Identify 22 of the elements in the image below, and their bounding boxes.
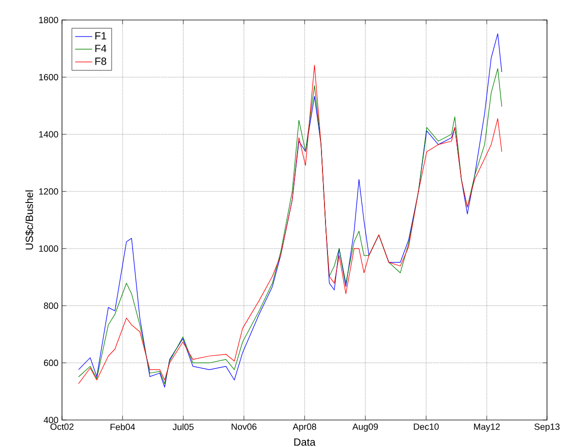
y-tick-label: 1400 — [39, 131, 58, 138]
y-tick-label: 800 — [44, 302, 58, 309]
x-tick-label: Oct02 — [50, 424, 74, 430]
y-tick-label: 1200 — [39, 188, 58, 195]
x-tick-label: Jul05 — [172, 424, 194, 430]
legend-label: F1 — [95, 32, 106, 40]
y-tick-label: 600 — [44, 360, 58, 366]
x-tick-label: May12 — [474, 424, 500, 432]
x-tick-label: Aug09 — [352, 424, 378, 432]
y-tick-label: 1800 — [39, 16, 58, 24]
x-tick-label: Nov06 — [232, 424, 256, 430]
y-tick-label: 1600 — [39, 74, 58, 80]
x-tick-label: Dec10 — [414, 424, 439, 430]
x-tick-label: Apr08 — [292, 424, 316, 432]
x-tick-label: Sep13 — [534, 424, 560, 432]
y-axis-title: US$c/Bushel — [25, 190, 34, 250]
legend-label: F8 — [95, 58, 106, 65]
y-tick-label: 1000 — [39, 245, 58, 252]
y-tick-label: 400 — [44, 416, 58, 424]
legend-label: F4 — [95, 44, 106, 52]
x-tick-label: Feb04 — [110, 424, 136, 430]
x-axis-title: Data — [294, 438, 316, 446]
